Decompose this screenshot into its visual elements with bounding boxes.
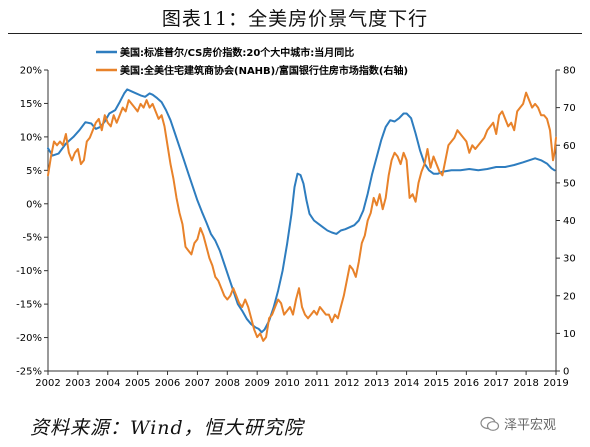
x-tick-label: 2018 (513, 378, 538, 389)
x-tick-label: 2011 (304, 378, 329, 389)
watermark-text: 泽平宏观 (504, 418, 557, 433)
x-tick-label: 2005 (125, 378, 150, 389)
x-tick-label: 2004 (95, 378, 120, 389)
legend-label-series2: 美国:全美住宅建筑商协会(NAHB)/富国银行住房市场指数(右轴) (120, 64, 408, 77)
y-left-tick-label: 0% (26, 199, 42, 210)
x-tick-label: 2006 (155, 378, 180, 389)
y-left-tick-label: -10% (16, 266, 42, 277)
x-tick-label: 2002 (35, 378, 60, 389)
chart-lines (47, 88, 557, 342)
x-tick-label: 2007 (185, 378, 210, 389)
y-left-tick-label: 10% (20, 132, 42, 143)
y-right-tick-label: 10 (563, 329, 576, 340)
x-tick-label: 2016 (454, 378, 479, 389)
x-tick-label: 2012 (334, 378, 359, 389)
x-tick-label: 2019 (543, 378, 568, 389)
y-right-tick-label: 0 (563, 367, 569, 378)
title-divider (8, 33, 582, 34)
y-right-tick-label: 50 (563, 178, 576, 189)
y-left-tick-label: -5% (23, 233, 42, 244)
y-right-tick-label: 60 (563, 141, 576, 152)
y-left-tick-label: -20% (16, 333, 42, 344)
series-line-2 (47, 91, 557, 342)
y-left-tick-label: 15% (20, 99, 42, 110)
x-tick-label: 2015 (424, 378, 449, 389)
y-left-tick-label: 20% (20, 66, 42, 77)
x-tick-label: 2017 (484, 378, 509, 389)
page-title: 图表11：全美房价景气度下行 (161, 8, 429, 30)
y-left-tick-label: -15% (16, 300, 42, 311)
x-tick-label: 2009 (244, 378, 269, 389)
x-tick-label: 2014 (394, 378, 419, 389)
x-tick-label: 2003 (65, 378, 90, 389)
y-right-tick-label: 20 (563, 291, 576, 302)
watermark: 泽平宏观 (480, 414, 556, 433)
source-note: 资料来源：Wind，恒大研究院 (30, 417, 304, 439)
x-tick-label: 2008 (215, 378, 240, 389)
y-left-tick-label: 5% (26, 166, 42, 177)
series-line-1 (47, 88, 556, 334)
y-left-tick-label: -25% (16, 367, 42, 378)
y-right-tick-label: 30 (563, 254, 576, 265)
legend-label-series1: 美国:标准普尔/CS房价指数:20个大中城市:当月同比 (120, 46, 354, 59)
x-tick-label: 2010 (274, 378, 299, 389)
y-right-tick-label: 40 (563, 216, 576, 227)
x-tick-label: 2013 (364, 378, 389, 389)
chart-axes: -25% -20% -15% -10% -5% 0% 5% 10% 15% 20% 0 10 20 30 4… (16, 66, 576, 390)
legend: 美国:标准普尔/CS房价指数:20个大中城市:当月同比 美国:全美住宅建筑商协会… (96, 46, 408, 77)
y-right-tick-label: 80 (563, 66, 576, 77)
y-right-tick-label: 70 (563, 103, 576, 114)
chart: -25% -20% -15% -10% -5% 0% 5% 10% 15% 20% 0 10 20 30 4… (16, 46, 576, 390)
wechat-icon (480, 416, 500, 431)
